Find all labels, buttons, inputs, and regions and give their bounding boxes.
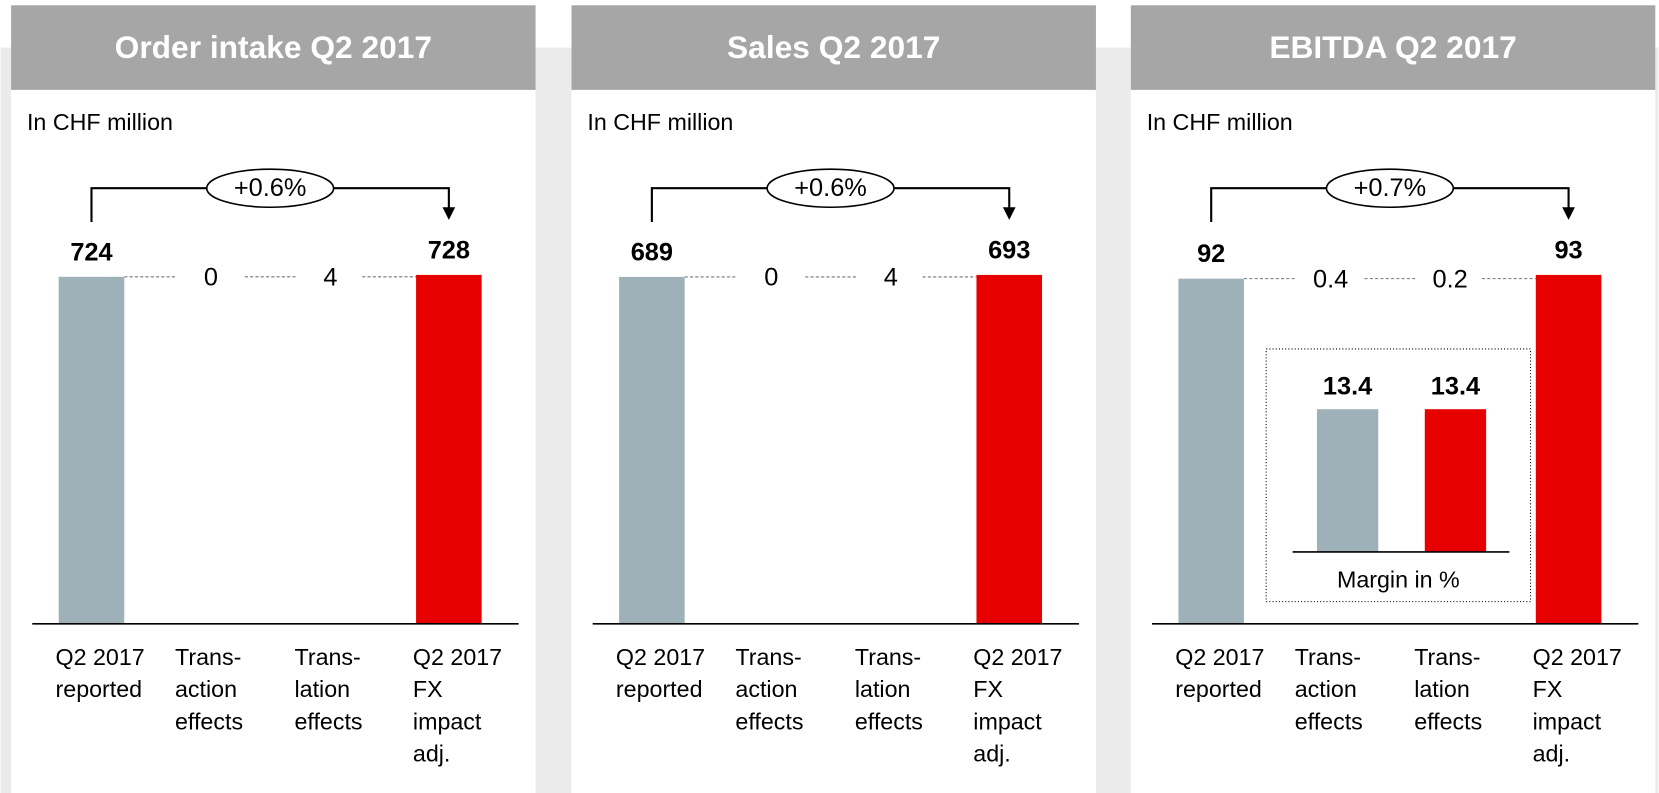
bar: [1535, 274, 1602, 624]
bar: [1424, 409, 1487, 552]
x-tick-label: Trans-: [1295, 644, 1361, 670]
panel-title: EBITDA Q2 2017: [1269, 29, 1516, 65]
panel-title: Sales Q2 2017: [727, 29, 940, 65]
x-tick-label: Trans-: [294, 644, 360, 670]
x-tick-label: effects: [294, 708, 362, 734]
value-label: 693: [988, 236, 1030, 264]
x-tick-label: Trans-: [855, 644, 921, 670]
bar: [976, 274, 1043, 624]
bar: [619, 276, 685, 624]
growth-bubble: [766, 168, 895, 209]
x-tick-label: FX: [973, 676, 1003, 702]
x-tick-label: effects: [1414, 708, 1482, 734]
value-label: 13.4: [1323, 373, 1372, 401]
arrow-head: [442, 207, 456, 220]
value-label: 4: [323, 264, 337, 292]
x-tick-label: Q2 2017: [56, 644, 145, 670]
x-tick-label: impact: [973, 708, 1042, 734]
arrow-head: [1562, 207, 1575, 220]
x-tick-label: Trans-: [175, 644, 241, 670]
x-tick-label: reported: [616, 676, 703, 702]
x-tick-label: Q2 2017: [413, 644, 502, 670]
value-label: 724: [70, 238, 112, 266]
value-label: 13.4: [1431, 373, 1480, 401]
bar: [416, 274, 482, 624]
x-tick-label: action: [175, 676, 237, 702]
arrow-head: [1002, 207, 1016, 220]
panel-header: [571, 5, 1096, 90]
growth-bubble: [205, 168, 335, 209]
x-tick-label: adj.: [413, 741, 451, 767]
panel-header: [1130, 5, 1656, 90]
x-tick-label: Trans-: [735, 644, 801, 670]
value-label: 92: [1197, 240, 1225, 268]
x-tick-label: Q2 2017: [616, 644, 705, 670]
bar: [58, 276, 125, 624]
x-tick-label: lation: [855, 676, 911, 702]
x-tick-label: Q2 2017: [1175, 644, 1264, 670]
x-tick-label: impact: [413, 708, 482, 734]
x-tick-label: Q2 2017: [1533, 644, 1622, 670]
x-tick-label: adj.: [973, 741, 1010, 767]
value-label: 0: [204, 264, 218, 292]
unit-label: In CHF million: [1147, 109, 1293, 135]
x-tick-label: FX: [413, 676, 443, 702]
growth-label: +0.7%: [1354, 174, 1427, 202]
growth-label: +0.6%: [794, 174, 867, 202]
value-label: 0.4: [1313, 265, 1348, 293]
panel-header: [11, 5, 536, 90]
x-tick-label: reported: [56, 676, 143, 702]
x-tick-label: Q2 2017: [973, 644, 1062, 670]
x-tick-label: effects: [1295, 708, 1363, 734]
x-tick-label: Trans-: [1414, 644, 1480, 670]
panel-title: Order intake Q2 2017: [115, 29, 432, 65]
unit-label: In CHF million: [27, 109, 173, 135]
bar: [1178, 278, 1244, 624]
x-tick-label: action: [735, 676, 797, 702]
value-label: 4: [884, 264, 898, 292]
value-label: 0.2: [1433, 265, 1468, 293]
x-tick-label: action: [1295, 676, 1357, 702]
growth-label: +0.6%: [234, 174, 307, 202]
x-tick-label: FX: [1533, 676, 1563, 702]
x-tick-label: lation: [294, 676, 350, 702]
x-tick-label: effects: [175, 708, 243, 734]
value-label: 689: [631, 238, 673, 266]
x-tick-label: impact: [1533, 708, 1602, 734]
x-tick-label: adj.: [1533, 741, 1570, 767]
value-label: 93: [1554, 236, 1582, 264]
x-tick-label: lation: [1414, 676, 1470, 702]
x-tick-label: reported: [1175, 676, 1262, 702]
value-label: 0: [764, 264, 778, 292]
x-tick-label: effects: [735, 708, 803, 734]
bar: [1316, 409, 1379, 552]
inset-frame: [1265, 348, 1532, 603]
value-label: 728: [428, 236, 470, 264]
growth-bubble: [1325, 168, 1455, 209]
x-axis-label: Margin in %: [1337, 567, 1460, 593]
unit-label: In CHF million: [587, 109, 733, 135]
x-tick-label: effects: [855, 708, 923, 734]
